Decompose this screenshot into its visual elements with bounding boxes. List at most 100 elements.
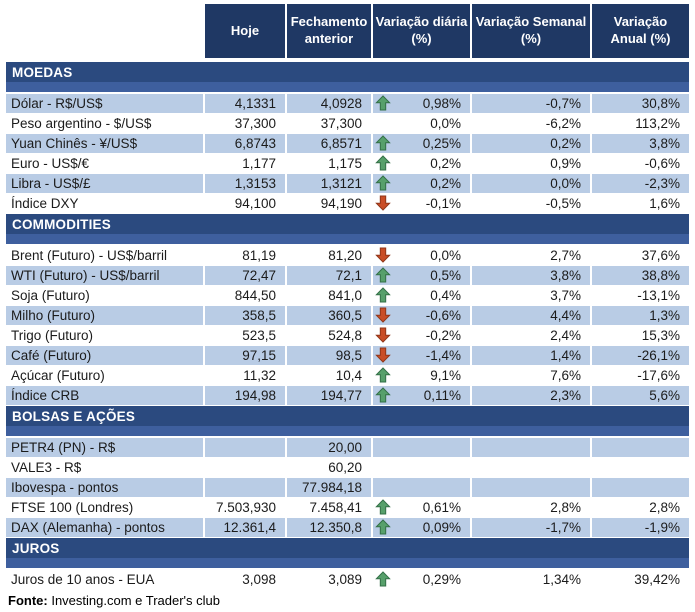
cell-var-diaria: 0,11%	[373, 386, 470, 405]
header-var-anual: Variação Anual (%)	[592, 4, 689, 58]
row-label: Peso argentino - $/US$	[6, 114, 203, 133]
cell-var-semanal: 7,6%	[472, 366, 590, 385]
section-bar-strip	[6, 558, 689, 568]
table-row: Açúcar (Futuro) 11,32 10,4 9,1% 7,6% -17,6%	[6, 366, 689, 385]
section-bar-strip	[6, 234, 689, 244]
cell-var-diaria: -0,2%	[373, 326, 470, 345]
row-label: Café (Futuro)	[6, 346, 203, 365]
cell-fechamento: 94,190	[287, 194, 371, 213]
cell-var-anual	[592, 478, 689, 497]
cell-hoje	[205, 458, 285, 477]
cell-var-anual: -1,9%	[592, 518, 689, 537]
cell-fechamento: 20,00	[287, 438, 371, 457]
cell-var-semanal: -0,5%	[472, 194, 590, 213]
cell-var-anual: -13,1%	[592, 286, 689, 305]
cell-hoje: 4,1331	[205, 94, 285, 113]
cell-var-semanal: 0,2%	[472, 134, 590, 153]
row-label: Açúcar (Futuro)	[6, 366, 203, 385]
row-label: Índice CRB	[6, 386, 203, 405]
var-diaria-value: 9,1%	[430, 368, 461, 383]
cell-hoje: 844,50	[205, 286, 285, 305]
cell-var-semanal	[472, 478, 590, 497]
cell-var-anual: -17,6%	[592, 366, 689, 385]
var-diaria-value: -0,1%	[425, 196, 461, 211]
cell-hoje: 3,098	[205, 570, 285, 589]
up-arrow-icon	[375, 95, 391, 111]
var-diaria-value: 0,09%	[422, 520, 461, 535]
section-bar: MOEDAS	[6, 62, 689, 92]
cell-fechamento: 7.458,41	[287, 498, 371, 517]
cell-var-semanal: 3,7%	[472, 286, 590, 305]
cell-var-diaria: 0,5%	[373, 266, 470, 285]
cell-var-anual	[592, 438, 689, 457]
cell-var-anual: 37,6%	[592, 246, 689, 265]
table-row: Ibovespa - pontos 77.984,18	[6, 478, 689, 497]
var-diaria-value: 0,11%	[423, 388, 461, 403]
cell-fechamento: 524,8	[287, 326, 371, 345]
cell-hoje: 97,15	[205, 346, 285, 365]
down-arrow-icon	[375, 327, 391, 343]
cell-hoje: 523,5	[205, 326, 285, 345]
cell-fechamento: 37,300	[287, 114, 371, 133]
cell-var-diaria: 0,25%	[373, 134, 470, 153]
cell-fechamento: 10,4	[287, 366, 371, 385]
cell-var-semanal: 2,7%	[472, 246, 590, 265]
cell-var-diaria	[373, 458, 470, 477]
cell-var-diaria: 0,0%	[373, 246, 470, 265]
row-label: Yuan Chinês - ¥/US$	[6, 134, 203, 153]
cell-var-anual: 5,6%	[592, 386, 689, 405]
cell-fechamento: 1,3121	[287, 174, 371, 193]
table-row: Juros de 10 anos - EUA 3,098 3,089 0,29% 1,3…	[6, 570, 689, 589]
up-arrow-icon	[375, 287, 391, 303]
cell-var-diaria: 0,98%	[373, 94, 470, 113]
section-bar: COMMODITIES	[6, 214, 689, 244]
row-label: Trigo (Futuro)	[6, 326, 203, 345]
cell-var-anual: -26,1%	[592, 346, 689, 365]
up-arrow-icon	[375, 499, 391, 515]
row-label: VALE3 - R$	[6, 458, 203, 477]
up-arrow-icon	[375, 571, 391, 587]
sections: MOEDAS Dólar - R$/US$ 4,1331 4,0928 0,98% -0,…	[6, 62, 689, 589]
source-note: Fonte: Investing.com e Trader's club	[6, 593, 689, 608]
cell-var-semanal: -6,2%	[472, 114, 590, 133]
cell-fechamento: 4,0928	[287, 94, 371, 113]
table-row: Café (Futuro) 97,15 98,5 -1,4% 1,4% -26,1%	[6, 346, 689, 365]
cell-var-anual: 15,3%	[592, 326, 689, 345]
source-label: Fonte:	[8, 593, 48, 608]
cell-var-anual: 1,6%	[592, 194, 689, 213]
cell-var-anual: 2,8%	[592, 498, 689, 517]
cell-var-diaria: 0,2%	[373, 154, 470, 173]
var-diaria-value: -1,4%	[425, 348, 461, 363]
cell-var-semanal: 1,4%	[472, 346, 590, 365]
var-diaria-value: 0,25%	[422, 136, 461, 151]
cell-fechamento: 60,20	[287, 458, 371, 477]
row-label: Soja (Futuro)	[6, 286, 203, 305]
up-arrow-icon	[375, 175, 391, 191]
section-title: MOEDAS	[6, 62, 689, 82]
var-diaria-value: -0,2%	[425, 328, 461, 343]
cell-hoje: 72,47	[205, 266, 285, 285]
row-label: WTI (Futuro) - US$/barril	[6, 266, 203, 285]
section-title: BOLSAS E AÇÕES	[6, 406, 689, 426]
table-row: Índice DXY 94,100 94,190 -0,1% -0,5% 1,6%	[6, 194, 689, 213]
cell-var-semanal: 1,34%	[472, 570, 590, 589]
cell-hoje: 6,8743	[205, 134, 285, 153]
cell-var-anual: 30,8%	[592, 94, 689, 113]
cell-var-diaria: -0,6%	[373, 306, 470, 325]
cell-var-anual: 39,42%	[592, 570, 689, 589]
table-row: Trigo (Futuro) 523,5 524,8 -0,2% 2,4% 15,3%	[6, 326, 689, 345]
cell-var-semanal: 2,4%	[472, 326, 590, 345]
cell-var-anual: 3,8%	[592, 134, 689, 153]
section-bar-strip	[6, 426, 689, 436]
cell-var-semanal: 2,3%	[472, 386, 590, 405]
var-diaria-value: 0,2%	[430, 156, 461, 171]
table-row: Peso argentino - $/US$ 37,300 37,300 0,0% -6…	[6, 114, 689, 133]
row-label: Ibovespa - pontos	[6, 478, 203, 497]
cell-var-semanal: 2,8%	[472, 498, 590, 517]
cell-var-diaria	[373, 438, 470, 457]
up-arrow-icon	[375, 367, 391, 383]
section-bar: JUROS	[6, 538, 689, 568]
cell-hoje: 1,3153	[205, 174, 285, 193]
row-label: Dólar - R$/US$	[6, 94, 203, 113]
cell-var-semanal: 3,8%	[472, 266, 590, 285]
